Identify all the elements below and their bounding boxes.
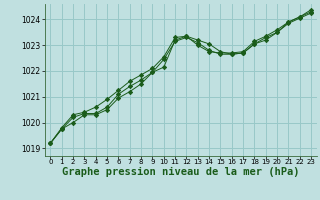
X-axis label: Graphe pression niveau de la mer (hPa): Graphe pression niveau de la mer (hPa) [62, 167, 300, 177]
